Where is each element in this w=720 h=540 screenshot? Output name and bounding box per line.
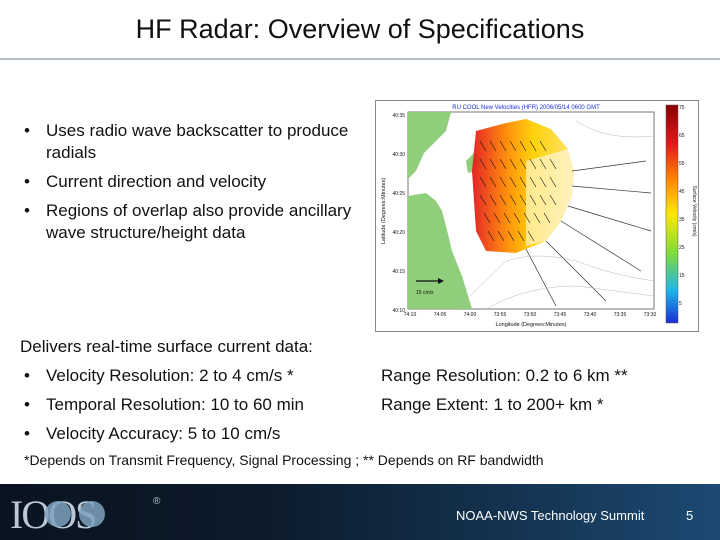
figure-title: RU COOL New Velocities (HFR) 2006/05/14 … [452,105,600,111]
land-mass [408,112,451,179]
lon-tick-label: 74:05 [434,312,447,318]
lon-tick-label: 74:00 [464,312,477,318]
colorbar-tick-label: 65 [679,133,685,139]
colorbar-tick-label: 35 [679,217,685,223]
lon-tick-label: 73:50 [524,312,537,318]
lon-tick-label: 73:40 [584,312,597,318]
current-vectors [479,140,557,242]
colorbar-label: Surface Velocity (cm/s) [691,185,697,236]
page-number: 5 [686,508,694,523]
globe-icon [79,501,105,527]
hf-radar-map-figure: RU COOL New Velocities (HFR) 2006/05/14 … [375,100,699,332]
registered-mark: ® [153,496,161,507]
spec-item: Velocity Resolution: 2 to 4 cm/s * [20,365,370,387]
colorbar-tick-label: 55 [679,161,685,167]
bullet-item: Regions of overlap also provide ancillar… [20,200,365,244]
spec-list-left: Velocity Resolution: 2 to 4 cm/s * Tempo… [20,365,370,452]
footer-bar [0,484,720,540]
spec-list-right: Range Resolution: 0.2 to 6 km ** Range E… [381,365,711,423]
overview-bullets: Uses radio wave backscatter to produce r… [20,120,365,251]
lon-tick-label: 74:10 [404,312,417,318]
depth-contours [455,120,655,310]
deliver-heading: Delivers real-time surface current data: [20,337,313,356]
lat-tick-label: 40:20 [392,230,405,236]
lat-tick-label: 40:15 [392,269,405,275]
lat-tick-label: 40:30 [392,152,405,158]
lon-tick-label: 73:30 [644,312,657,318]
footnote: *Depends on Transmit Frequency, Signal P… [24,452,544,468]
globe-icon [45,501,71,527]
footer-event-name: NOAA-NWS Technology Summit [456,508,645,523]
hf-radar-map: RU COOL New Velocities (HFR) 2006/05/14 … [381,104,697,328]
lat-tick-label: 40:25 [392,191,405,197]
ioos-logo: IOOS ® [10,492,161,536]
radial-lines [525,160,652,307]
spec-item: Temporal Resolution: 10 to 60 min [20,394,370,416]
lat-tick-label: 40:10 [392,308,405,314]
land-mass [408,193,472,309]
spec-item: Range Extent: 1 to 200+ km * [381,395,604,414]
colorbar-tick-label: 45 [679,189,685,195]
spec-item: Velocity Accuracy: 5 to 10 cm/s [20,423,370,445]
scale-label: 15 cm/s [416,290,434,296]
colorbar [665,104,679,324]
title-divider [0,58,720,60]
colorbar-tick-label: 15 [679,273,685,279]
colorbar-tick-label: 75 [679,105,685,111]
slide-title: HF Radar: Overview of Specifications [135,14,585,44]
lon-tick-label: 73:45 [554,312,567,318]
x-axis-label: Longitude (Degrees:Minutes) [496,322,567,328]
bullet-item: Current direction and velocity [20,171,365,193]
colorbar-tick-label: 5 [679,301,682,307]
lat-tick-label: 40:35 [392,113,405,119]
spec-item: Range Resolution: 0.2 to 6 km ** [381,366,628,385]
y-axis-label: Latitude (Degrees:Minutes) [381,178,387,245]
colorbar-tick-label: 25 [679,245,685,251]
lon-tick-label: 73:55 [494,312,507,318]
velocity-field-overlay [526,149,574,246]
scale-arrow-head [438,278,444,284]
lon-tick-label: 73:35 [614,312,627,318]
bullet-item: Uses radio wave backscatter to produce r… [20,120,365,164]
